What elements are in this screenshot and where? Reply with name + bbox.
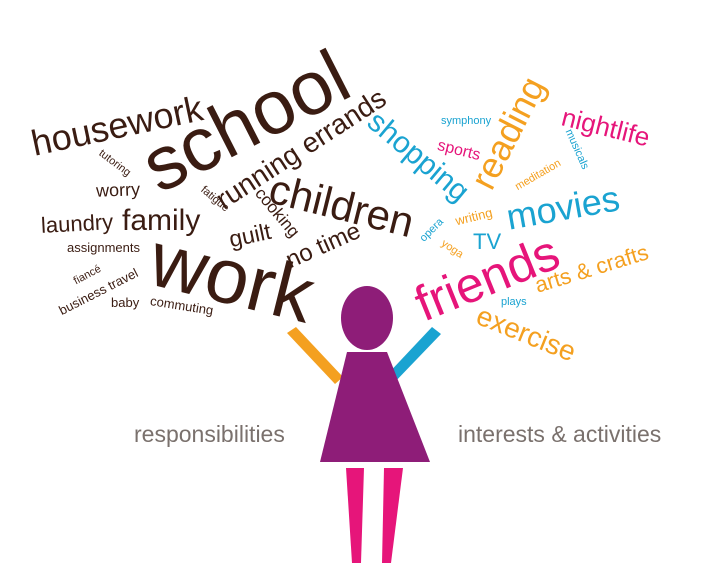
word-family: family	[122, 204, 201, 237]
figure-right-leg	[382, 468, 403, 563]
word-plays: plays	[501, 296, 527, 308]
word-tv: TV	[473, 229, 502, 254]
word-assignments: assignments	[67, 240, 140, 255]
word-baby: baby	[111, 295, 140, 310]
interests-caption: interests & activities	[458, 421, 662, 447]
figure-head	[341, 286, 393, 350]
responsibilities-caption: responsibilities	[134, 421, 285, 447]
word-symphony: symphony	[441, 115, 492, 127]
word-worry: worry	[95, 179, 141, 201]
word-laundry: laundry	[40, 209, 114, 238]
left-arm	[287, 327, 343, 384]
figure-dress	[320, 352, 430, 462]
figure-left-leg	[346, 468, 364, 563]
right-arm	[384, 327, 441, 385]
